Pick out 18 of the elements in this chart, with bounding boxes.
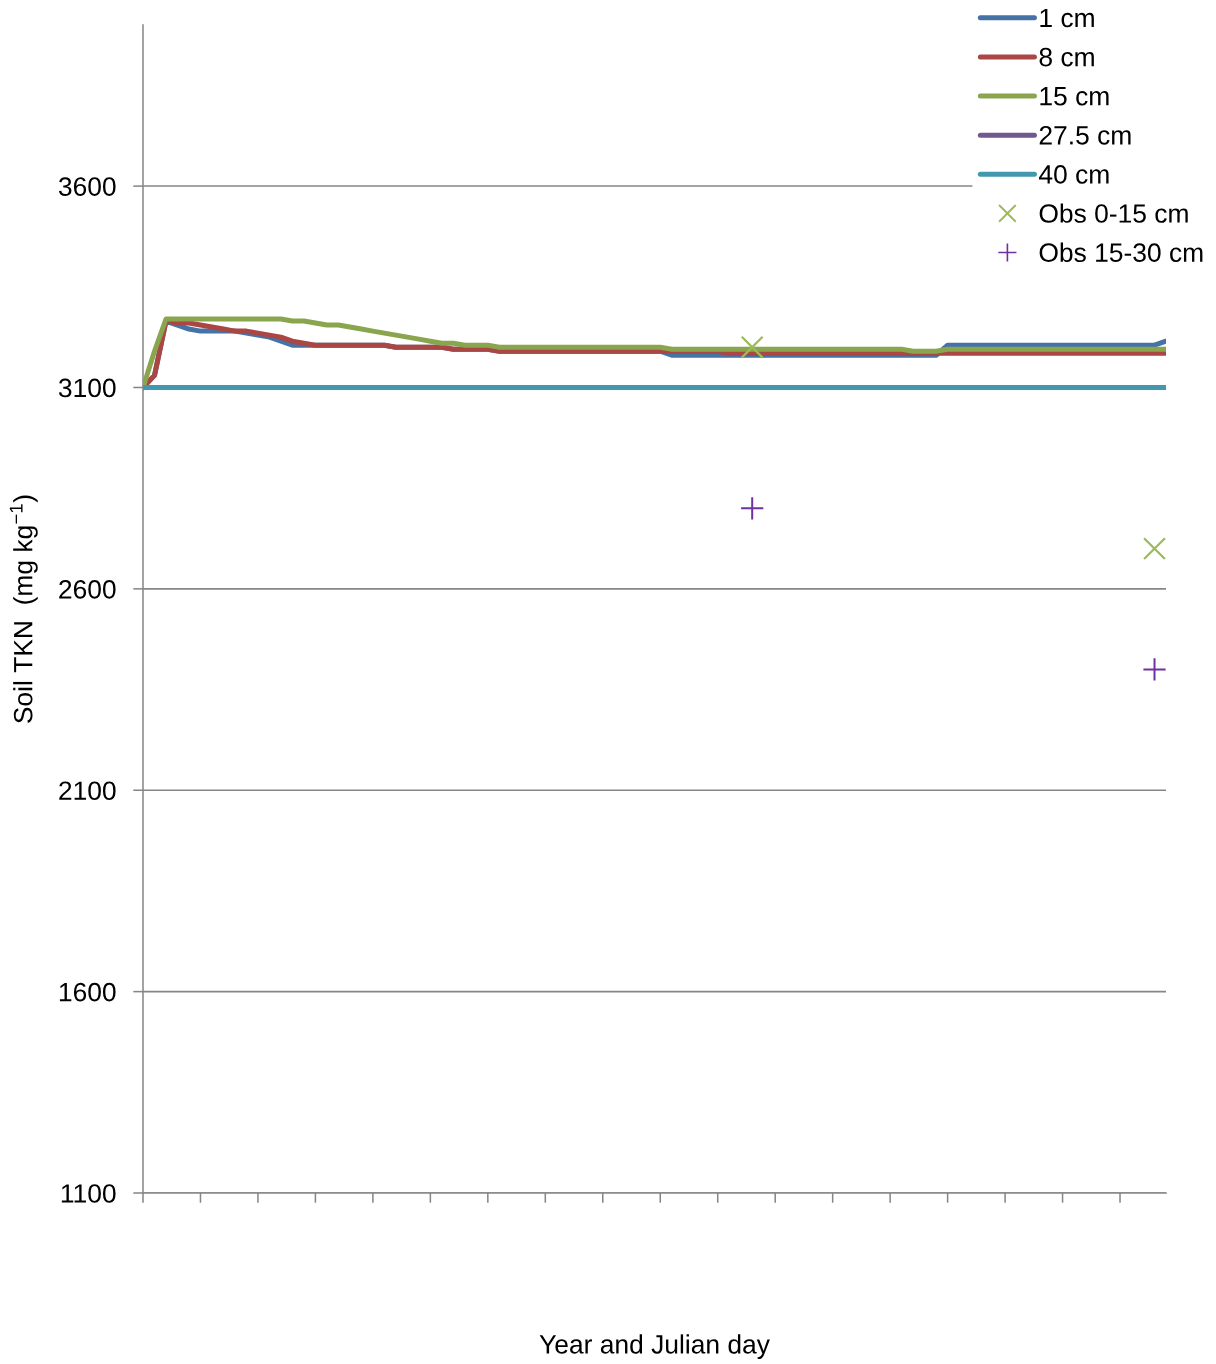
point (1142, 537, 1166, 561)
legend-label: 8 cm (1039, 47, 1094, 67)
legend-label: Obs 15-30 cm (1039, 242, 1203, 262)
legend-label: 1 cm (1040, 8, 1094, 28)
legend-label: 40 cm (1039, 165, 1109, 184)
y-tick-label: 2600 (59, 580, 116, 599)
y-tick-label: 1100 (61, 1184, 116, 1203)
legend-label: 15 cm (1040, 87, 1109, 106)
y-tick-label: 2100 (59, 781, 116, 801)
y-axis-title: Soil TKN (mg kg$^{−1}$) (9, 495, 38, 723)
legend-label: Obs 0-15 cm (1039, 203, 1188, 223)
y-tick-label: 3600 (58, 177, 116, 196)
legend-label: 27.5 cm (1039, 125, 1131, 145)
x-axis-title: Year and Julian day (539, 1334, 770, 1359)
point (1143, 658, 1166, 681)
y-tick-label: 1600 (59, 982, 116, 1002)
point (741, 497, 764, 520)
y-tick-label: 3100 (58, 378, 116, 398)
